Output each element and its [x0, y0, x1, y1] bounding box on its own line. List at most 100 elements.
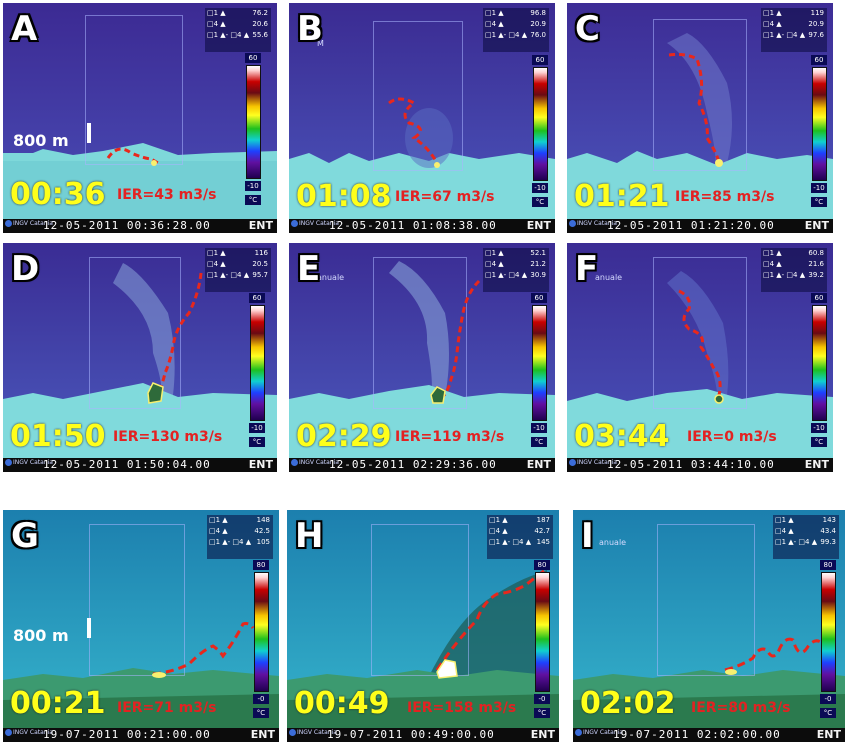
- colorbar-max: 80: [820, 560, 836, 570]
- colorbar-unit: °C: [820, 708, 836, 718]
- scale-bar: [87, 123, 91, 143]
- legend-label-2: □4 ▲: [775, 527, 794, 535]
- ent-label: ENT: [248, 219, 273, 232]
- ent-label: ENT: [804, 458, 829, 471]
- ier-label: IER=119 m3/s: [395, 429, 505, 445]
- timestamp: 19-07-2011 00:49:00.00: [327, 728, 495, 741]
- timestamp: 19-07-2011 00:21:00.00: [43, 728, 211, 741]
- legend-value-2: 20.9: [808, 20, 824, 28]
- legend-label-1: □1 ▲: [763, 249, 782, 257]
- legend-label-2: □4 ▲: [207, 260, 226, 268]
- roi-frame: [89, 524, 185, 676]
- roi-frame: [653, 257, 747, 409]
- legend-value-3: 145: [536, 538, 550, 546]
- status-bar: INGV Catania 12-05-2011 01:50:04.00 ENT: [3, 458, 277, 472]
- ent-label: ENT: [526, 458, 551, 471]
- time-label: 02:02: [580, 686, 676, 721]
- timestamp: 12-05-2011 03:44:10.00: [607, 458, 775, 471]
- mode-label: anuale: [599, 538, 627, 547]
- colorbar-max: 80: [534, 560, 550, 570]
- colorbar-max: 60: [532, 55, 548, 65]
- legend-value-3: 55.6: [252, 31, 268, 39]
- status-bar: INGV Catania 19-07-2011 02:02:00.00 ENT: [573, 728, 845, 742]
- roi-frame: [373, 21, 463, 171]
- colorbar-unit: °C: [249, 437, 265, 447]
- legend-value-1: 96.8: [530, 9, 546, 17]
- status-bar: INGV Catania 12-05-2011 01:21:20.00 ENT: [567, 219, 833, 233]
- legend-label-1: □1 ▲: [209, 516, 228, 524]
- legend-label-3: □1 ▲- □4 ▲: [763, 271, 806, 279]
- colorbar-unit: °C: [811, 197, 827, 207]
- panel-a: A 800 m 00:36 IER=43 m3/s □1 ▲ 76.2 □4 ▲ 2…: [3, 3, 277, 233]
- colorbar-max: 60: [249, 293, 265, 303]
- legend-value-2: 20.9: [530, 20, 546, 28]
- legend-value-3: 99.3: [820, 538, 836, 546]
- panel-i: anuale I 02:02 IER=80 m3/s □1 ▲ 143 □4 ▲ 4…: [573, 510, 845, 742]
- scale-label: 800 m: [13, 626, 69, 645]
- colorbar-min: -10: [811, 423, 827, 433]
- scale-bar: [87, 618, 91, 638]
- ingv-logo: INGV Catania: [289, 729, 337, 736]
- legend-label-1: □1 ▲: [485, 9, 504, 17]
- plume-outline: [678, 289, 724, 404]
- legend-box: □1 ▲ 148 □4 ▲ 42.5 □1 ▲- □4 ▲ 105: [207, 515, 273, 559]
- legend-label-3: □1 ▲- □4 ▲: [207, 271, 250, 279]
- legend-label-2: □4 ▲: [485, 20, 504, 28]
- ier-label: IER=71 m3/s: [117, 700, 217, 716]
- colorbar-unit: °C: [811, 437, 827, 447]
- panel-h: H 00:49 IER=158 m3/s □1 ▲ 187 □4 ▲ 42.7 □1…: [287, 510, 559, 742]
- colorbar-max: 80: [253, 560, 269, 570]
- plume-outline: [152, 622, 255, 678]
- timestamp: 12-05-2011 00:36:28.00: [43, 219, 211, 232]
- legend-label-1: □1 ▲: [775, 516, 794, 524]
- ent-label: ENT: [804, 219, 829, 232]
- ier-label: IER=85 m3/s: [675, 189, 775, 205]
- legend-value-3: 76.0: [530, 31, 546, 39]
- timestamp: 12-05-2011 02:29:36.00: [329, 458, 497, 471]
- legend-value-2: 42.7: [534, 527, 550, 535]
- colorbar: [533, 67, 548, 181]
- panel-letter: I: [581, 516, 594, 556]
- legend-label-2: □4 ▲: [207, 20, 226, 28]
- colorbar-min: -0: [820, 694, 836, 704]
- thermal-image: [567, 243, 833, 472]
- legend-box: □1 ▲ 143 □4 ▲ 43.4 □1 ▲- □4 ▲ 99.3: [773, 515, 839, 559]
- legend-label-3: □1 ▲- □4 ▲: [775, 538, 818, 546]
- ier-label: IER=43 m3/s: [117, 187, 217, 203]
- roi-frame: [371, 524, 469, 676]
- timestamp: 12-05-2011 01:50:04.00: [43, 458, 211, 471]
- colorbar-min: -0: [253, 694, 269, 704]
- legend-value-1: 76.2: [252, 9, 268, 17]
- legend-value-1: 52.1: [530, 249, 546, 257]
- colorbar-unit: °C: [531, 437, 547, 447]
- legend-value-3: 95.7: [252, 271, 268, 279]
- legend-label-1: □1 ▲: [207, 249, 226, 257]
- colorbar: [250, 305, 265, 421]
- roi-frame: [657, 524, 755, 676]
- ier-label: IER=158 m3/s: [407, 700, 517, 716]
- panel-f: anuale F 03:44 IER=0 m3/s □1 ▲ 60.8 □4 ▲ 2…: [567, 243, 833, 472]
- legend-box: □1 ▲ 60.8 □4 ▲ 21.6 □1 ▲- □4 ▲ 39.2: [761, 248, 827, 292]
- time-label: 02:29: [296, 419, 392, 454]
- legend-label-3: □1 ▲- □4 ▲: [207, 31, 250, 39]
- status-bar: INGV Catania 12-05-2011 02:29:36.00 ENT: [289, 458, 555, 472]
- panel-letter: F: [575, 249, 599, 289]
- plume-outline: [668, 53, 723, 167]
- colorbar-max: 60: [811, 55, 827, 65]
- status-bar: INGV Catania 19-07-2011 00:21:00.00 ENT: [3, 728, 279, 742]
- time-label: 00:36: [10, 177, 106, 212]
- time-label: 01:21: [574, 179, 670, 214]
- ier-label: IER=80 m3/s: [691, 700, 791, 716]
- panel-letter: E: [297, 249, 321, 289]
- legend-label-2: □4 ▲: [763, 20, 782, 28]
- panel-c: C 01:21 IER=85 m3/s □1 ▲ 119 □4 ▲ 20.9 □1 …: [567, 3, 833, 233]
- legend-box: □1 ▲ 119 □4 ▲ 20.9 □1 ▲- □4 ▲ 97.6: [761, 8, 827, 52]
- legend-value-1: 148: [256, 516, 270, 524]
- timestamp: 12-05-2011 01:08:38.00: [329, 219, 497, 232]
- legend-box: □1 ▲ 187 □4 ▲ 42.7 □1 ▲- □4 ▲ 145: [487, 515, 553, 559]
- ingv-logo: INGV Catania: [291, 220, 339, 227]
- thermal-image: [289, 243, 555, 472]
- colorbar-max: 60: [245, 53, 261, 63]
- panel-d: D 01:50 IER=130 m3/s □1 ▲ 116 □4 ▲ 20.5 □1…: [3, 243, 277, 472]
- legend-value-3: 39.2: [808, 271, 824, 279]
